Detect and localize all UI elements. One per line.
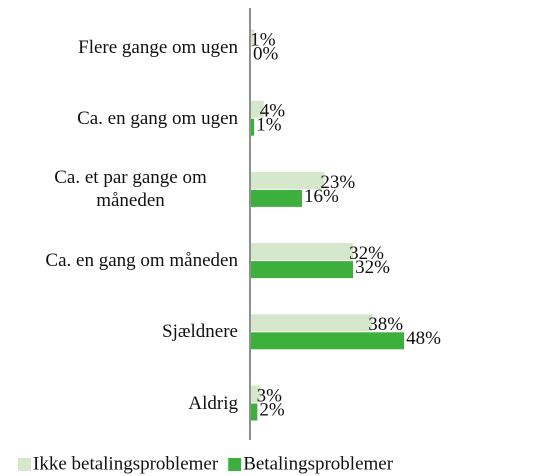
value-label: 32% [355, 257, 390, 278]
bar [251, 385, 261, 403]
category-label: Ca. en gang om ugen [0, 88, 238, 148]
value-label: 16% [304, 186, 339, 207]
bar [251, 29, 255, 47]
bar [251, 403, 258, 421]
category-text: Ca. en gang om måneden [45, 250, 238, 272]
bar [251, 261, 354, 279]
category-label: Aldrig [0, 373, 238, 433]
bar [251, 100, 264, 118]
category-label: Ca. en gang om måneden [0, 231, 238, 291]
bar [251, 314, 373, 332]
bar [251, 171, 325, 189]
value-label: 4% [260, 101, 286, 122]
bar [251, 189, 303, 207]
legend-label: Betalingsproblemer [243, 453, 394, 474]
value-label: 32% [349, 243, 384, 264]
category-label: Ca. et par gange om måneden [0, 159, 238, 219]
legend-swatch [18, 458, 31, 471]
value-label: 1% [250, 29, 276, 50]
category-text: Aldrig [188, 392, 238, 414]
bar [251, 243, 354, 261]
value-label: 1% [256, 115, 282, 136]
value-label: 3% [257, 385, 283, 406]
bar [251, 118, 255, 136]
value-label: 48% [406, 328, 441, 349]
category-label: Sjældnere [0, 302, 238, 362]
value-label: 23% [320, 172, 355, 193]
category-label: Flere gange om ugen [0, 17, 238, 77]
category-text: Ca. en gang om ugen [77, 107, 238, 129]
category-text: Ca. et par gange om måneden [54, 167, 207, 212]
category-text: Flere gange om ugen [78, 36, 238, 58]
legend-label: Ikke betalingsproblemer [33, 453, 219, 474]
value-label: 2% [259, 399, 285, 420]
category-text: Sjældnere [162, 321, 238, 343]
bar [251, 332, 405, 350]
value-label: 38% [368, 314, 403, 335]
value-label: 0% [253, 43, 279, 64]
legend-swatch [228, 458, 242, 471]
